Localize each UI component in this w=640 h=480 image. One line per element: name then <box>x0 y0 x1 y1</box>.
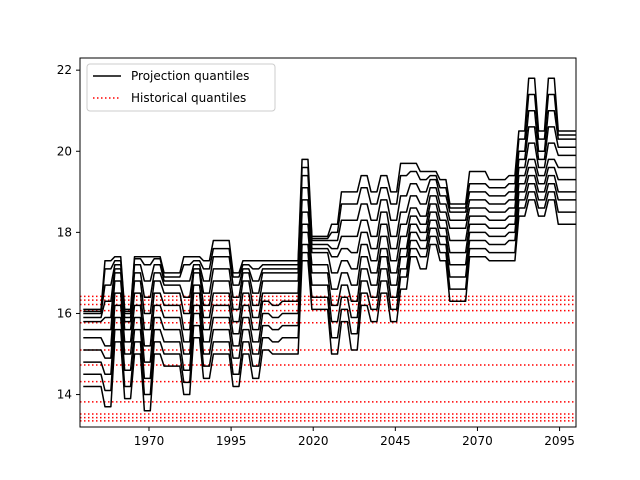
x-tick-label-1970: 1970 <box>134 434 165 448</box>
x-tick-label-1995: 1995 <box>216 434 247 448</box>
data-layer <box>80 77 576 422</box>
legend-label-0: Projection quantiles <box>131 69 249 83</box>
plot-area: 1970 1995 2020 2045 2070 2095 14 16 18 20 22 Projec… <box>57 57 577 448</box>
y-tick-label-18: 18 <box>57 225 72 239</box>
projection-quantile-line-max <box>83 77 576 311</box>
legend: Projection quantiles Historical quantiles <box>86 63 276 112</box>
projection-quantile-line-q70 <box>83 126 576 319</box>
y-tick-label-14: 14 <box>57 388 72 402</box>
x-tick-label-2070: 2070 <box>462 434 493 448</box>
projection-quantile-line-q10 <box>83 191 576 396</box>
projection-quantile-line-q80 <box>83 109 576 315</box>
legend-label-1: Historical quantiles <box>131 91 246 105</box>
projection-quantile-line-q30 <box>83 174 576 363</box>
projection-quantile-line-q40 <box>83 166 576 347</box>
y-tick-label-22: 22 <box>57 63 72 77</box>
axes-frame <box>79 57 577 428</box>
y-tick-label-20: 20 <box>57 144 72 158</box>
projection-quantile-line-q60 <box>83 142 576 323</box>
legend-box <box>86 63 276 112</box>
x-tick-label-2045: 2045 <box>380 434 411 448</box>
projection-quantile-line-q90 <box>83 93 576 313</box>
projection-quantile-line-q20 <box>83 182 576 380</box>
projection-quantile-line-q50 <box>83 158 576 331</box>
projection-quantile-line-min <box>83 199 576 412</box>
x-tick-label-2020: 2020 <box>298 434 329 448</box>
x-tick-label-2095: 2095 <box>544 434 575 448</box>
y-tick-label-16: 16 <box>57 306 72 320</box>
